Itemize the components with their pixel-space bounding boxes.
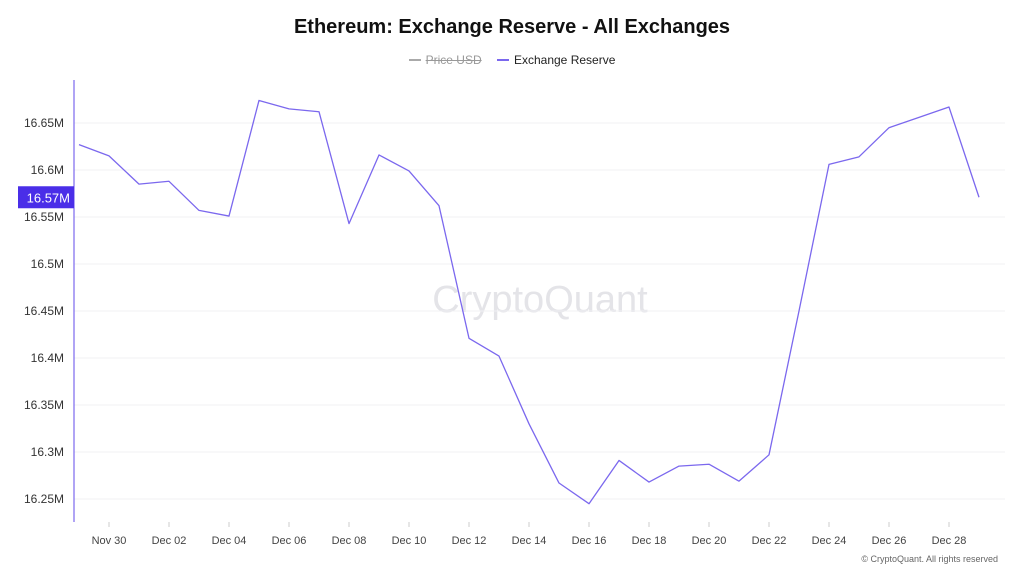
y-tick-label: 16.65M [24,116,64,130]
x-tick-label: Dec 06 [272,535,307,547]
x-tick-label: Dec 02 [152,535,187,547]
x-tick-label: Dec 24 [812,535,847,547]
x-tick-label: Dec 22 [752,535,787,547]
legend: Price USD Exchange Reserve [0,50,1024,67]
legend-label: Price USD [425,53,482,67]
watermark: CryptoQuant [432,279,648,321]
legend-swatch [496,59,509,61]
y-tick-label: 16.35M [24,398,64,412]
x-tick-label: Dec 14 [512,535,547,547]
y-tick-label: 16.4M [31,351,64,365]
x-tick-label: Dec 20 [692,535,727,547]
x-tick-label: Nov 30 [92,535,127,547]
x-tick-label: Dec 08 [332,535,367,547]
x-tick-label: Dec 10 [392,535,427,547]
legend-swatch [408,59,421,61]
x-tick-label: Dec 12 [452,535,487,547]
legend-label: Exchange Reserve [513,53,616,67]
y-tick-label: 16.25M [24,492,64,506]
y-tick-label: 16.5M [31,257,64,271]
x-tick-label: Dec 16 [572,535,607,547]
legend-item-price-usd[interactable]: Price USD [408,53,482,67]
x-tick-label: Dec 28 [932,535,967,547]
y-tick-label: 16.3M [31,445,64,459]
y-tick-label: 16.6M [31,163,64,177]
legend-item-exchange-reserve[interactable]: Exchange Reserve [496,53,616,67]
current-value-badge [18,186,74,209]
y-tick-label: 16.45M [24,304,64,318]
copyright-footer: © CryptoQuant. All rights reserved [861,554,998,564]
y-tick-label: 16.55M [24,210,64,224]
current-value-label: 16.57M [27,190,70,205]
x-tick-label: Dec 04 [212,535,247,547]
x-tick-label: Dec 18 [632,535,667,547]
x-tick-label: Dec 26 [872,535,907,547]
chart-title: Ethereum: Exchange Reserve - All Exchang… [293,16,731,38]
